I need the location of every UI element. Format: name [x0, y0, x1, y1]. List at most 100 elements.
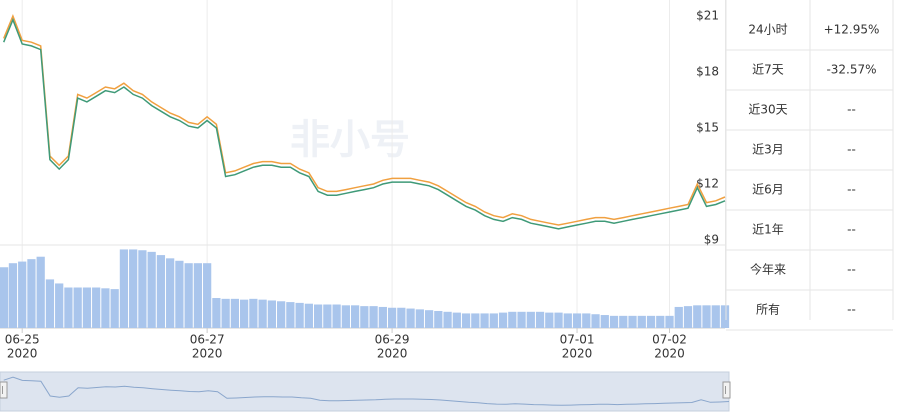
period-label[interactable]: 近6月 [752, 183, 784, 197]
x-tick-label: 06-27 [190, 333, 225, 347]
volume-bar [674, 306, 683, 328]
volume-bar [637, 315, 646, 328]
volume-bar [582, 313, 591, 328]
volume-bar [711, 305, 720, 328]
price-line [3, 13, 726, 226]
volume-bar [258, 299, 267, 328]
volume-bar [461, 313, 471, 328]
volume-bar [184, 263, 193, 328]
y-tick-label: $15 [696, 121, 719, 135]
volume-bar [304, 303, 313, 328]
volume-bar [378, 306, 387, 328]
volume-bar [138, 250, 147, 328]
volume-bar [82, 287, 92, 328]
volume-bar [452, 312, 461, 328]
volume-bar [591, 314, 600, 328]
volume-bar [0, 267, 9, 328]
y-tick-label: $12 [696, 176, 719, 190]
price-line [3, 17, 726, 230]
volume-bar [55, 283, 64, 328]
volume-bar [360, 306, 369, 328]
y-tick-label: $18 [696, 65, 719, 79]
navigator-handle[interactable] [0, 381, 8, 399]
volume-bar [526, 311, 535, 328]
volume-bar [193, 263, 203, 328]
period-change: -- [847, 223, 856, 237]
x-tick-label: 06-29 [375, 333, 410, 347]
volume-bar [572, 313, 582, 328]
volume-bar [36, 256, 45, 328]
period-label[interactable]: 所有 [756, 303, 780, 317]
watermark: 非小号 [290, 117, 410, 163]
volume-bar [267, 300, 276, 328]
volume-bar [489, 313, 498, 328]
period-change: -- [847, 183, 856, 197]
volume-bar [508, 311, 517, 328]
volume-bar [341, 305, 350, 328]
x-tick-label: 07-02 [652, 333, 687, 347]
period-change: -- [847, 143, 856, 157]
period-change: -- [847, 263, 856, 277]
volume-bar [406, 308, 415, 328]
navigator-handle[interactable] [722, 381, 731, 399]
volume-bar [249, 298, 258, 328]
volume-bar [443, 311, 452, 328]
x-tick-year: 2020 [654, 347, 685, 361]
volume-bar [101, 288, 110, 328]
volume-bar [156, 255, 166, 328]
volume-bar [73, 287, 82, 328]
volume-bar [369, 306, 378, 328]
volume-bar [18, 261, 27, 328]
volume-bar [166, 258, 175, 328]
volume-bar [175, 260, 184, 328]
period-label[interactable]: 近7天 [752, 63, 784, 77]
volume-bar [295, 302, 304, 328]
navigator-line [3, 376, 730, 406]
period-label[interactable]: 近30天 [748, 103, 787, 117]
volume-bar [517, 311, 526, 328]
period-label[interactable]: 24小时 [748, 23, 787, 37]
volume-bar [8, 263, 18, 328]
period-change: -- [847, 103, 856, 117]
y-tick-label: $21 [696, 9, 719, 23]
volume-bar [619, 315, 628, 328]
volume-bar [27, 259, 36, 328]
volume-bar [480, 313, 489, 328]
volume-bar [147, 251, 156, 328]
volume-bar [600, 315, 609, 328]
volume-bar [64, 287, 73, 328]
volume-bar [665, 315, 674, 328]
x-tick-year: 2020 [562, 347, 593, 361]
volume-bar [609, 315, 619, 328]
volume-bar [203, 263, 212, 328]
volume-bar [415, 309, 424, 328]
volume-bar [323, 304, 332, 328]
volume-bar [563, 313, 572, 328]
period-label[interactable]: 近3月 [752, 143, 784, 157]
period-change: +12.95% [824, 23, 880, 37]
volume-bar [110, 289, 119, 328]
volume-bar [286, 302, 295, 328]
period-label[interactable]: 近1年 [752, 223, 784, 237]
volume-bar [212, 298, 221, 328]
volume-bar [646, 315, 656, 328]
volume-bar [656, 315, 665, 328]
volume-bar [332, 304, 341, 328]
volume-bar [129, 249, 138, 328]
volume-bar [628, 315, 637, 328]
volume-bar [424, 310, 434, 328]
volume-bar [221, 298, 230, 328]
volume-bar [92, 287, 101, 328]
period-label[interactable]: 今年来 [750, 262, 786, 277]
x-tick-label: 07-01 [560, 333, 595, 347]
x-tick-year: 2020 [192, 347, 223, 361]
volume-bar [397, 307, 406, 328]
volume-bar [276, 301, 286, 328]
y-tick-label: $9 [704, 232, 719, 246]
volume-bar [683, 306, 693, 328]
volume-bar [535, 311, 545, 328]
navigator-bg [0, 371, 730, 412]
x-tick-label: 06-25 [5, 333, 40, 347]
